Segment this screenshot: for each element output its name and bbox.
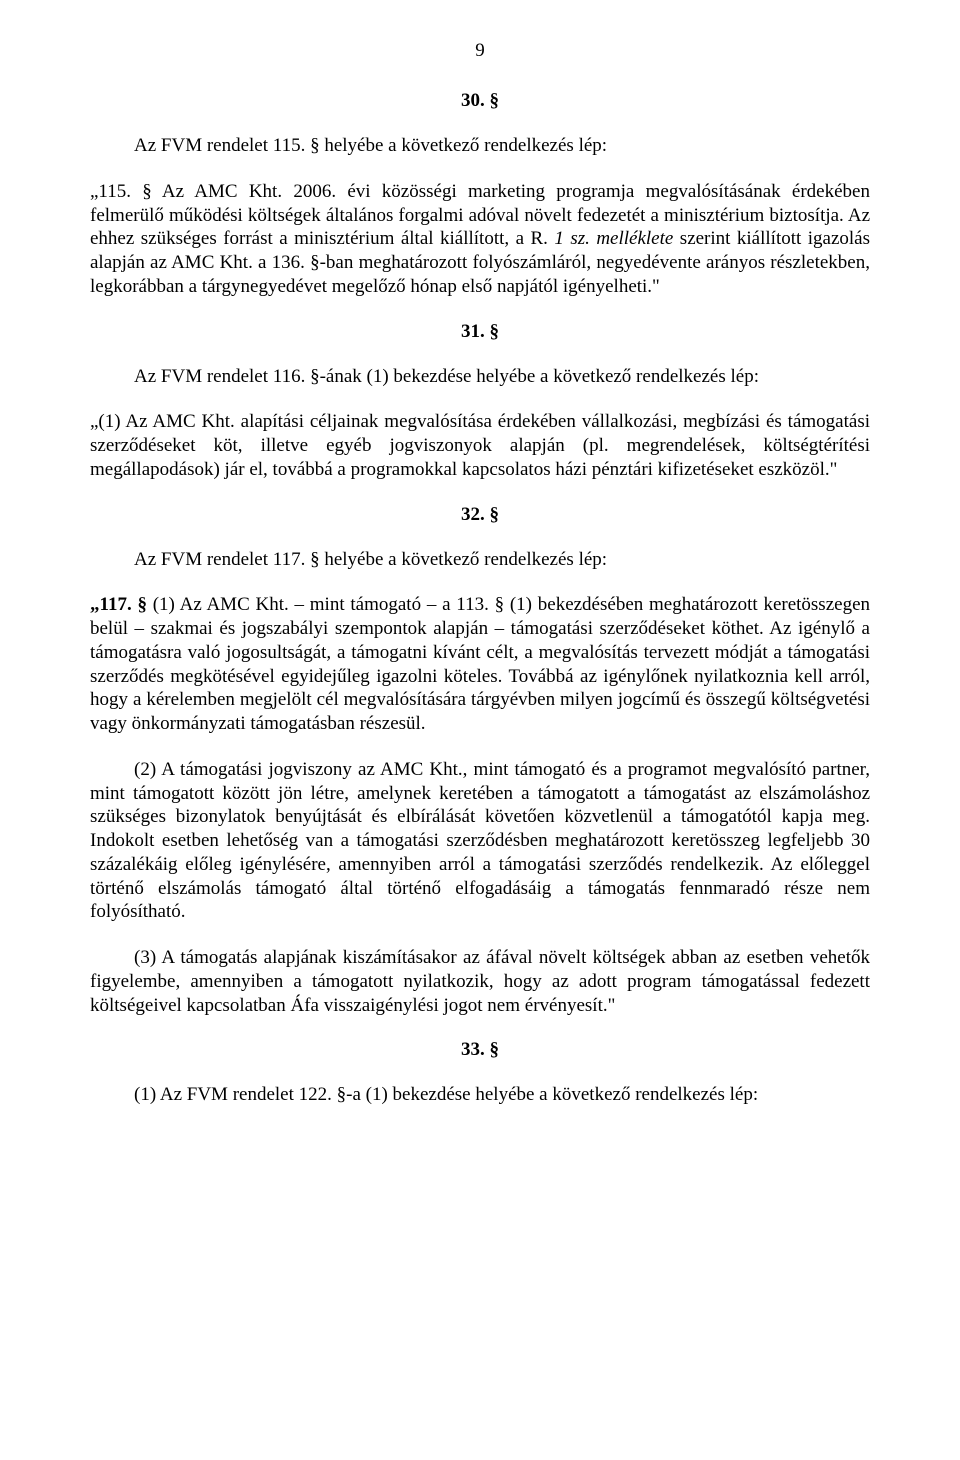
section-32-p1-bold: „117. §	[90, 594, 147, 615]
section-30-body: „115. § Az AMC Kht. 2006. évi közösségi …	[90, 180, 870, 299]
section-33-intro: (1) Az FVM rendelet 122. §-a (1) bekezdé…	[90, 1083, 870, 1107]
section-31-body: „(1) Az AMC Kht. alapítási céljainak meg…	[90, 410, 870, 481]
section-heading-33: 33. §	[90, 1039, 870, 1061]
section-32-p1: „117. § (1) Az AMC Kht. – mint támogató …	[90, 593, 870, 736]
section-heading-32: 32. §	[90, 504, 870, 526]
section-heading-30: 30. §	[90, 90, 870, 112]
document-page: 9 30. § Az FVM rendelet 115. § helyébe a…	[0, 0, 960, 1169]
section-32-intro: Az FVM rendelet 117. § helyébe a követke…	[90, 548, 870, 572]
section-heading-31: 31. §	[90, 321, 870, 343]
section-32-p2: (2) A támogatási jogviszony az AMC Kht.,…	[90, 758, 870, 924]
section-30-intro: Az FVM rendelet 115. § helyébe a követke…	[90, 134, 870, 158]
section-32-p1-rest: (1) Az AMC Kht. – mint támogató – a 113.…	[90, 594, 870, 734]
section-31-intro: Az FVM rendelet 116. §-ának (1) bekezdés…	[90, 365, 870, 389]
section-32-p3: (3) A támogatás alapjának kiszámításakor…	[90, 946, 870, 1017]
section-30-body-italic: 1 sz. melléklete	[554, 228, 673, 249]
page-number: 9	[90, 40, 870, 62]
